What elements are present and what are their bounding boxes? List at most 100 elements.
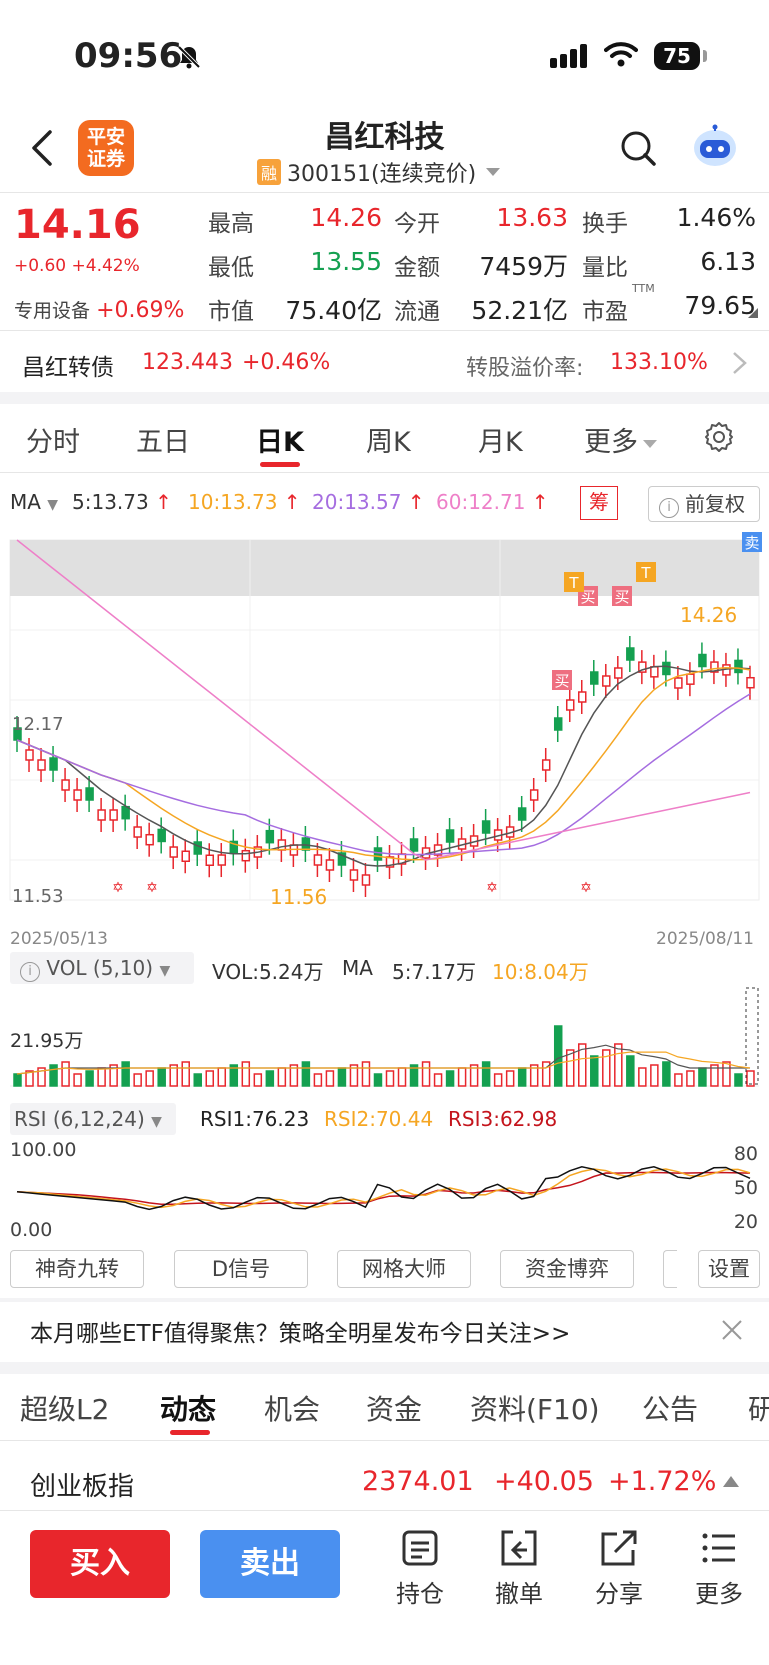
stock-code: 300151(连续竞价) [287, 162, 477, 187]
candle-body [590, 671, 599, 685]
vol-ma5: 5:7.17万 [392, 960, 476, 984]
active-tab-indicator [260, 462, 300, 467]
tool-settings[interactable]: 设置 [698, 1250, 760, 1288]
volume-bar [505, 1070, 515, 1087]
gear-icon[interactable] [702, 420, 736, 454]
volume-bar [229, 1064, 239, 1087]
tab-news[interactable]: 动态 [160, 1393, 217, 1426]
ma10-value: 10:13.73 ↑ [188, 490, 301, 514]
candle-body [61, 779, 70, 791]
undo-icon [501, 1530, 537, 1566]
candle-body [385, 856, 395, 868]
candle-body [145, 833, 154, 846]
rsi-20-label: 20 [734, 1211, 758, 1233]
tab-five-day[interactable]: 五日 [136, 427, 190, 458]
volume-bar [553, 1025, 563, 1087]
volume-bar [734, 1073, 743, 1087]
candle-body [373, 847, 383, 861]
tab-f10[interactable]: 资料(F10) [470, 1393, 600, 1426]
tab-weekly-k[interactable]: 周K [366, 427, 411, 458]
more-button[interactable]: 更多 [684, 1528, 754, 1609]
candle-body [638, 661, 647, 673]
vol-ma10: 10:8.04万 [492, 960, 589, 984]
candle-body [445, 829, 455, 843]
volume-bar [614, 1043, 623, 1087]
convertible-bond-name[interactable]: 昌红转债 [22, 355, 114, 381]
close-icon[interactable] [720, 1318, 744, 1342]
tab-more[interactable]: 更多 [584, 420, 658, 459]
candle-body [734, 659, 743, 674]
t-marker-bg [564, 572, 584, 592]
tab-capital[interactable]: 资金 [366, 1393, 423, 1426]
volume-bar [481, 1061, 491, 1087]
tool-partial[interactable] [663, 1250, 677, 1288]
vol-indicator-selector[interactable] [10, 952, 194, 984]
info-icon: i [20, 962, 40, 982]
volume-bar [13, 1073, 22, 1087]
tool-d-signal[interactable]: D信号 [174, 1250, 308, 1288]
tool-grid-master[interactable]: 网格大师 [337, 1250, 471, 1288]
candle-body [205, 854, 215, 866]
ma60-value: 60:12.71 ↑ [436, 490, 549, 514]
volume-bar [85, 1070, 94, 1087]
volume-bar [578, 1043, 587, 1087]
sell-button[interactable]: 卖出 [200, 1530, 340, 1598]
tab-daily-k[interactable]: 日K [256, 427, 304, 458]
search-icon[interactable] [618, 128, 658, 168]
volume-bar [421, 1061, 431, 1087]
tab-intraday[interactable]: 分时 [26, 427, 80, 458]
adjust-mode-button[interactable]: i 前复权 [648, 486, 760, 522]
candle-body [746, 676, 755, 689]
rsi-top-label: 100.00 [10, 1139, 76, 1161]
volume-bar [433, 1073, 443, 1087]
holdings-button[interactable]: 持仓 [385, 1528, 455, 1609]
t-marker: T [640, 564, 651, 582]
sell-marker-bg [742, 532, 762, 552]
rsi-chart[interactable]: 100.00 0.00 80 50 20 [0, 1138, 769, 1238]
index-name[interactable]: 创业板指 [30, 1472, 135, 1502]
high-price-mark: 14.26 [680, 603, 737, 627]
volume-bar [241, 1061, 251, 1087]
stock-code-selector[interactable]: 融 300151(连续竞价) [257, 156, 502, 188]
chevron-right-icon[interactable] [730, 350, 750, 376]
candle-body [553, 717, 563, 731]
back-arrow-icon[interactable] [24, 128, 64, 168]
vol-label: i VOL (5,10) ▼ [20, 956, 170, 982]
volume-bar [529, 1064, 539, 1087]
tool-fund-game[interactable]: 资金博弈 [500, 1250, 634, 1288]
tab-announcement[interactable]: 公告 [642, 1393, 699, 1426]
promo-banner[interactable]: 本月哪些ETF值得聚焦？策略全明星发布今日关注>> [30, 1321, 571, 1347]
section-gap [0, 392, 769, 404]
sector-change[interactable]: 专用设备 +0.69% [14, 298, 185, 323]
tool-magic-nine[interactable]: 神奇九转 [10, 1250, 144, 1288]
wifi-icon [604, 42, 638, 67]
quote-label: 市盈 [582, 299, 628, 325]
axis-label-bottom: 11.53 [12, 886, 64, 907]
caret-up-icon[interactable] [722, 1474, 740, 1488]
tab-monthly-k[interactable]: 月K [478, 427, 523, 458]
buy-button[interactable]: 买入 [30, 1530, 170, 1598]
share-button[interactable]: 分享 [584, 1528, 654, 1609]
tab-level2[interactable]: 超级L2 [20, 1393, 110, 1426]
index-value: 2374.01 [362, 1466, 474, 1497]
menu-icon [702, 1533, 735, 1563]
stock-title: 昌红科技 [324, 120, 445, 155]
chip-distribution-button[interactable]: 筹 [580, 486, 618, 520]
quote-label: 换手 [582, 211, 628, 237]
volume-bar [145, 1070, 154, 1087]
rsi1-value: RSI1:76.23 [200, 1107, 310, 1131]
divider [0, 1440, 769, 1441]
ai-assistant-icon[interactable] [690, 124, 740, 170]
rsi-indicator-selector[interactable] [10, 1103, 176, 1135]
cancel-order-button[interactable]: 撤单 [484, 1528, 554, 1609]
quote-value: 1.46% [676, 203, 756, 232]
quote-value: 13.63 [496, 203, 568, 232]
premium-label: 转股溢价率: [466, 356, 584, 381]
tab-opportunity[interactable]: 机会 [264, 1393, 321, 1426]
tab-research[interactable]: 研 [748, 1393, 769, 1426]
volume-chart[interactable] [0, 986, 769, 1090]
rsi-bottom-label: 0.00 [10, 1219, 52, 1238]
ma-selector[interactable]: MA ▼ [10, 490, 59, 514]
axis-label-top: 12.17 [12, 714, 64, 735]
